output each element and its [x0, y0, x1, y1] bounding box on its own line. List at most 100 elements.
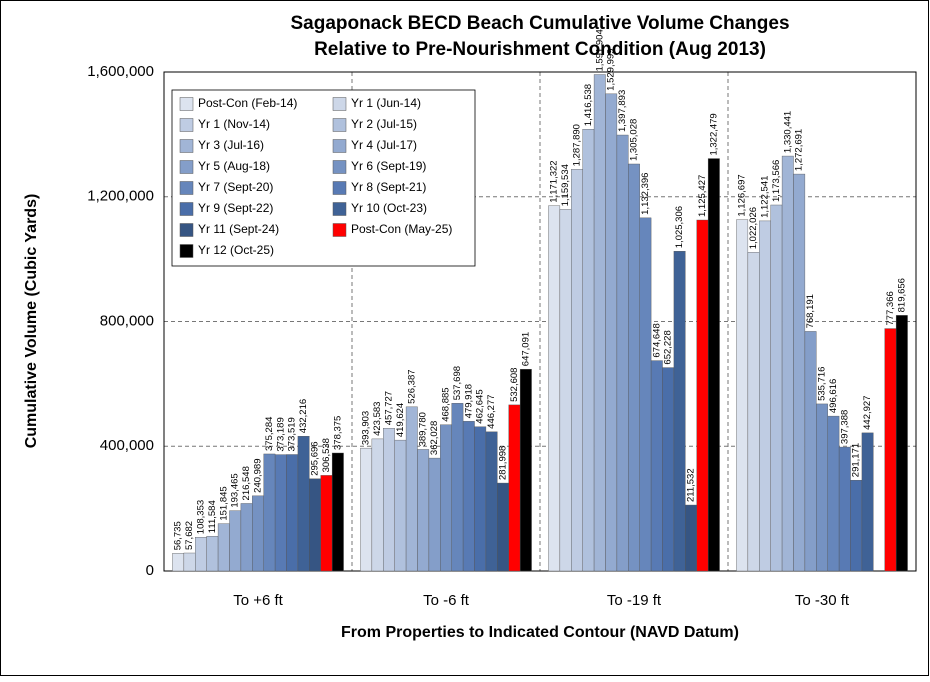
bar: [497, 482, 509, 572]
bar: [593, 74, 606, 572]
bar: [519, 368, 532, 572]
bar: [462, 421, 475, 572]
y-tick-label: 400,000: [100, 437, 154, 454]
legend-label: Post-Con (May-25): [351, 222, 452, 236]
legend-label: Yr 11 (Sept-24): [198, 222, 279, 236]
legend-label: Post-Con (Feb-14): [198, 96, 297, 110]
legend-label: Yr 4 (Jul-17): [351, 138, 417, 152]
bar: [895, 315, 908, 572]
data-label: 397,388: [839, 410, 850, 444]
bar: [217, 523, 230, 572]
legend-swatch: [332, 181, 347, 195]
y-axis-title: Cumulative Volume (Cubic Yards): [23, 194, 40, 449]
x-axis-title: From Properties to Indicated Contour (NA…: [341, 624, 739, 641]
bar: [309, 478, 321, 572]
bar: [440, 424, 452, 572]
bar: [650, 360, 663, 572]
legend-swatch: [332, 160, 347, 174]
legend-swatch: [179, 160, 194, 174]
data-label: 1,159,534: [560, 164, 571, 206]
bar: [252, 495, 264, 572]
data-label: 151,845: [218, 486, 229, 520]
legend-swatch: [179, 97, 194, 111]
data-label: 1,397,893: [617, 90, 628, 132]
data-label: 389,780: [418, 412, 429, 446]
bar: [286, 454, 299, 572]
bar: [383, 428, 395, 572]
data-label: 526,387: [406, 369, 417, 403]
data-label: 1,305,028: [629, 119, 640, 161]
bar: [571, 169, 583, 572]
y-tick-label: 0: [146, 562, 154, 579]
bar: [793, 173, 806, 572]
data-label: 375,284: [264, 417, 275, 451]
bar: [206, 535, 219, 572]
legend-label: Yr 8 (Sept-21): [351, 180, 426, 194]
data-label: 1,591,904: [594, 29, 605, 71]
bar: [195, 537, 207, 572]
bar: [417, 449, 430, 572]
data-label: 457,727: [383, 391, 394, 425]
bar: [884, 328, 897, 572]
legend-swatch: [179, 118, 194, 132]
x-tick-label: To -30 ft: [795, 592, 850, 609]
bar: [274, 454, 287, 572]
bar: [508, 404, 521, 572]
legend-swatch: [179, 202, 194, 216]
plot-area: [163, 71, 917, 572]
bar: [240, 503, 253, 572]
bar: [736, 219, 749, 572]
bar: [451, 403, 464, 572]
y-tick-label: 800,000: [100, 312, 154, 329]
data-label: 819,656: [896, 278, 907, 312]
bar: [331, 452, 344, 572]
data-label: 306,538: [321, 438, 332, 472]
bar: [616, 134, 629, 572]
data-label: 1,025,306: [674, 206, 685, 248]
data-label: 479,918: [463, 384, 474, 418]
legend-label: Yr 9 (Sept-22): [198, 201, 273, 215]
x-tick-label: To +6 ft: [233, 592, 283, 609]
bar: [582, 129, 595, 572]
data-label: 537,698: [452, 366, 463, 400]
legend-label: Yr 1 (Nov-14): [198, 117, 270, 131]
data-label: 1,122,541: [759, 176, 770, 218]
data-label: 362,028: [429, 421, 440, 455]
bar: [394, 439, 407, 572]
data-label: 652,228: [663, 330, 674, 364]
bar: [861, 432, 874, 572]
bar: [827, 415, 840, 572]
legend-box: [171, 89, 476, 267]
data-label: 777,366: [885, 291, 896, 325]
data-label: 432,216: [298, 399, 309, 433]
bar: [707, 158, 720, 572]
bar: [816, 403, 828, 572]
data-label: 57,682: [184, 521, 195, 550]
data-label: 1,272,691: [794, 129, 805, 171]
data-label: 532,608: [509, 368, 520, 402]
bar: [662, 367, 675, 572]
data-label: 56,735: [173, 521, 184, 550]
data-label: 1,529,999: [606, 49, 617, 91]
data-label: 1,125,427: [697, 175, 708, 217]
data-label: 211,532: [686, 468, 697, 502]
data-label: 1,287,890: [571, 124, 582, 166]
legend-swatch: [332, 118, 347, 132]
data-label: 393,903: [361, 411, 372, 445]
legend-swatch: [179, 139, 194, 153]
data-label: 768,191: [805, 294, 816, 328]
bar: [628, 163, 640, 572]
data-label: 468,885: [441, 387, 452, 421]
y-tick-label: 1,200,000: [87, 188, 154, 205]
bar: [172, 553, 185, 572]
data-label: 291,171: [851, 443, 862, 477]
data-label: 1,330,441: [782, 111, 793, 153]
legend-swatch: [332, 139, 347, 153]
x-tick-label: To -6 ft: [423, 592, 470, 609]
data-label: 462,645: [475, 389, 486, 423]
bar: [838, 446, 851, 572]
bar: [747, 252, 760, 572]
bar: [850, 479, 863, 572]
data-label: 1,126,697: [737, 174, 748, 216]
data-label: 535,716: [817, 367, 828, 401]
